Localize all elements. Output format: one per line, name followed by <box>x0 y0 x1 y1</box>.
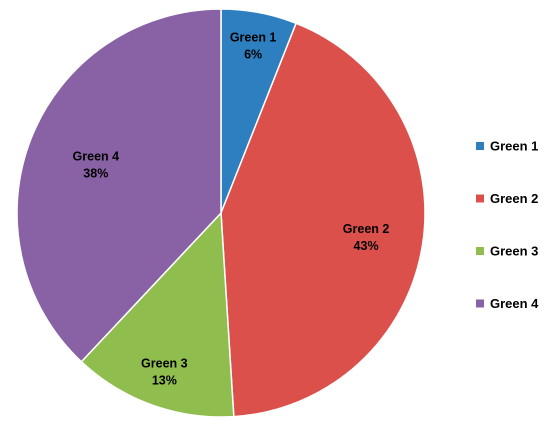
legend-label-green-4: Green 4 <box>490 296 539 311</box>
legend-item-green-1: Green 1 <box>476 139 538 154</box>
pie-slice-labels: Green 1 6% Green 2 43% Green 3 13% Green 4 38% <box>73 31 390 388</box>
pie-slice-green-3 <box>80 211 235 418</box>
slice-label-name-green-4: Green 4 <box>73 149 120 163</box>
legend-swatch-green-2 <box>476 194 484 203</box>
pie-slice-green-4 <box>16 8 222 363</box>
slice-label-name-green-2: Green 2 <box>343 222 390 236</box>
legend-swatch-green-1 <box>476 142 484 150</box>
legend-item-green-4: Green 4 <box>476 296 539 311</box>
pie-slice-green-2 <box>220 22 426 418</box>
chart-legend: Green 1 Green 2 Green 3 Green 4 <box>476 139 539 311</box>
legend-label-green-3: Green 3 <box>490 244 538 259</box>
legend-item-green-2: Green 2 <box>476 191 538 206</box>
pie-slices <box>16 8 426 418</box>
legend-swatch-green-4 <box>476 299 484 308</box>
slice-label-percent-green-2: 43% <box>354 239 379 253</box>
slice-label-percent-green-1: 6% <box>244 48 262 62</box>
legend-label-green-2: Green 2 <box>490 191 538 206</box>
legend-label-green-1: Green 1 <box>490 139 538 154</box>
slice-label-name-green-3: Green 3 <box>141 356 188 370</box>
slice-label-percent-green-3: 13% <box>152 373 177 387</box>
legend-item-green-3: Green 3 <box>476 244 538 259</box>
slice-label-percent-green-4: 38% <box>83 166 108 180</box>
slice-label-name-green-1: Green 1 <box>230 31 277 45</box>
legend-swatch-green-3 <box>476 247 484 255</box>
